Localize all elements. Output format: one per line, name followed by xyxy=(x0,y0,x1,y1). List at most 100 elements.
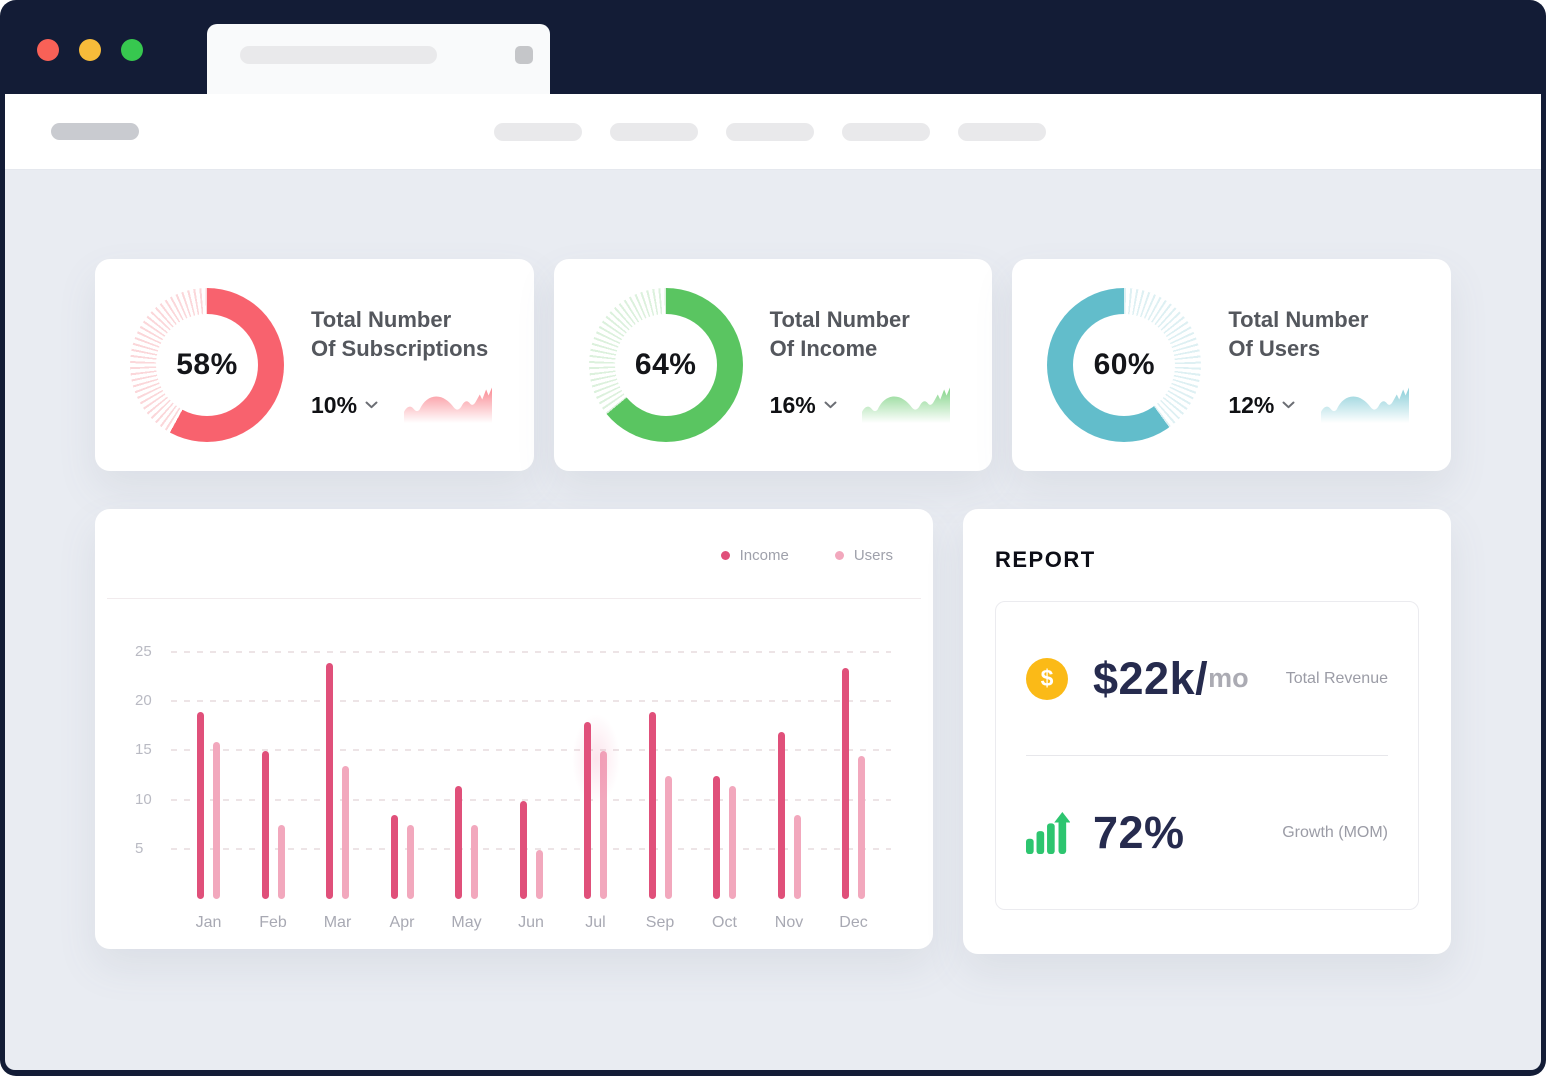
report-card: REPORT $ $22k/ mo Total Revenue xyxy=(963,509,1451,954)
report-divider xyxy=(1026,755,1388,756)
sparkline-chart xyxy=(403,387,492,426)
bar-group-dec: Dec xyxy=(839,667,868,931)
stat-card-income: 64% Total Number Of Income 16% xyxy=(553,259,993,471)
browser-tab[interactable] xyxy=(207,24,550,94)
bar-users-apr xyxy=(406,825,414,899)
delta-dropdown[interactable]: 16% xyxy=(770,392,837,419)
growth-row: 72% Growth (MOM) xyxy=(996,756,1418,909)
gridline-25: 25 xyxy=(135,643,891,660)
bar-users-oct xyxy=(729,785,736,899)
page: 58% Total Number Of Subscriptions 10% xyxy=(5,94,1541,1070)
x-tick-label-jul: Jul xyxy=(585,914,606,931)
legend-dot-icon xyxy=(834,550,844,560)
delta-value: 16% xyxy=(769,391,816,418)
bar-group-may: May xyxy=(451,785,482,931)
bar-group-apr: Apr xyxy=(390,815,414,931)
bar-users-jun xyxy=(535,849,543,899)
revenue-label: Total Revenue xyxy=(1285,669,1388,687)
gridline-15: 15 xyxy=(135,741,891,758)
x-tick-label-nov: Nov xyxy=(774,914,804,931)
y-tick-label-25: 25 xyxy=(135,643,152,660)
donut-percent: 58% xyxy=(176,348,238,381)
y-tick-label-20: 20 xyxy=(135,692,152,710)
growth-value: 72% xyxy=(1093,806,1185,858)
y-tick-label-5: 5 xyxy=(135,839,144,857)
bar-income-jun xyxy=(519,800,527,899)
stat-card-users: 60% Total Number Of Users 12% xyxy=(1012,259,1452,471)
delta-value: 12% xyxy=(1228,391,1275,418)
bar-income-feb xyxy=(261,751,269,899)
revenue-unit: mo xyxy=(1208,663,1249,693)
bar-users-dec xyxy=(858,756,865,899)
bar-users-jan xyxy=(213,741,220,899)
delta-dropdown[interactable]: 12% xyxy=(1228,392,1295,419)
x-tick-label-dec: Dec xyxy=(839,914,868,931)
chevron-down-icon xyxy=(365,401,378,409)
delta-dropdown[interactable]: 10% xyxy=(311,392,378,419)
donut-chart-income: 64% xyxy=(588,288,743,442)
x-tick-label-may: May xyxy=(451,914,482,931)
legend-item-users[interactable]: Users xyxy=(834,545,893,565)
sparkline-chart xyxy=(1321,387,1410,426)
growth-bars-icon xyxy=(1026,811,1070,854)
bar-users-sep xyxy=(664,776,672,899)
chevron-down-icon xyxy=(1282,401,1295,409)
bar-income-jan xyxy=(197,712,204,899)
bar-income-may xyxy=(455,785,462,899)
sparkline-chart xyxy=(862,387,951,426)
nav-placeholder xyxy=(842,122,930,141)
stat-title: Total Number Of Income xyxy=(769,306,910,361)
bar-users-jul xyxy=(600,751,607,899)
bar-groups: Jan Feb Mar Apr May Jun Jul Sep Oct Nov Dec xyxy=(171,653,891,931)
delta-value: 10% xyxy=(311,391,358,418)
stat-title: Total Number Of Subscriptions xyxy=(311,306,489,361)
legend-dot-icon xyxy=(720,550,730,560)
donut-chart-subscriptions: 58% xyxy=(130,288,284,442)
report-title: REPORT xyxy=(995,547,1096,572)
bar-users-may xyxy=(471,825,478,899)
chart-divider xyxy=(107,598,921,599)
y-tick-label-10: 10 xyxy=(135,790,152,808)
bar-chart-plot: 5 10 15 20 25 Jan Feb Mar Apr May Jun Jul Sep Oct Nov D… xyxy=(135,643,891,931)
y-tick-label-15: 15 xyxy=(135,741,152,759)
bar-users-nov xyxy=(793,815,801,899)
bar-group-sep: Sep xyxy=(646,712,674,931)
x-tick-label-sep: Sep xyxy=(645,914,675,931)
bar-group-mar: Mar xyxy=(324,662,351,931)
growth-label: Growth (MOM) xyxy=(1282,823,1388,841)
chevron-down-icon xyxy=(824,401,837,409)
close-button[interactable] xyxy=(37,39,59,61)
bar-group-jun: Jun xyxy=(518,800,544,931)
stat-title: Total Number Of Users xyxy=(1228,306,1369,361)
report-panel: $ $22k/ mo Total Revenue xyxy=(995,601,1419,910)
tab-title-placeholder xyxy=(240,46,437,64)
bar-group-feb: Feb xyxy=(259,751,287,931)
minimize-button[interactable] xyxy=(79,39,101,61)
stats-row: 58% Total Number Of Subscriptions 10% xyxy=(95,259,1452,471)
donut-percent: 60% xyxy=(1093,348,1156,381)
bar-income-sep xyxy=(648,712,656,899)
donut-percent: 64% xyxy=(634,348,697,381)
donut-chart-users: 60% xyxy=(1047,288,1202,442)
bar-group-jan: Jan xyxy=(196,712,221,931)
bar-income-dec xyxy=(842,667,849,899)
nav-placeholder xyxy=(958,122,1046,141)
nav-placeholder xyxy=(494,122,582,141)
x-tick-label-jun: Jun xyxy=(518,914,544,931)
address-placeholder xyxy=(51,123,139,140)
zoom-button[interactable] xyxy=(121,39,143,61)
bar-income-jul xyxy=(584,721,591,899)
tab-close-button[interactable] xyxy=(515,46,533,64)
nav-placeholder xyxy=(726,122,814,141)
x-tick-label-apr: Apr xyxy=(389,914,415,931)
chart-legend: Income Users xyxy=(95,509,933,565)
x-tick-label-oct: Oct xyxy=(712,914,737,931)
revenue-value: $22k/ xyxy=(1093,652,1209,704)
legend-item-income[interactable]: Income xyxy=(720,545,789,565)
bar-group-oct: Oct xyxy=(712,776,737,931)
bottom-row: Income Users 5 10 15 20 25 Jan Feb Mar Apr May Jun… xyxy=(95,509,1451,954)
nav-placeholder-group xyxy=(494,122,1046,141)
bar-chart-card: Income Users 5 10 15 20 25 Jan Feb Mar Apr May Jun… xyxy=(95,509,933,949)
nav-placeholder xyxy=(610,122,698,141)
bar-users-feb xyxy=(277,825,285,899)
